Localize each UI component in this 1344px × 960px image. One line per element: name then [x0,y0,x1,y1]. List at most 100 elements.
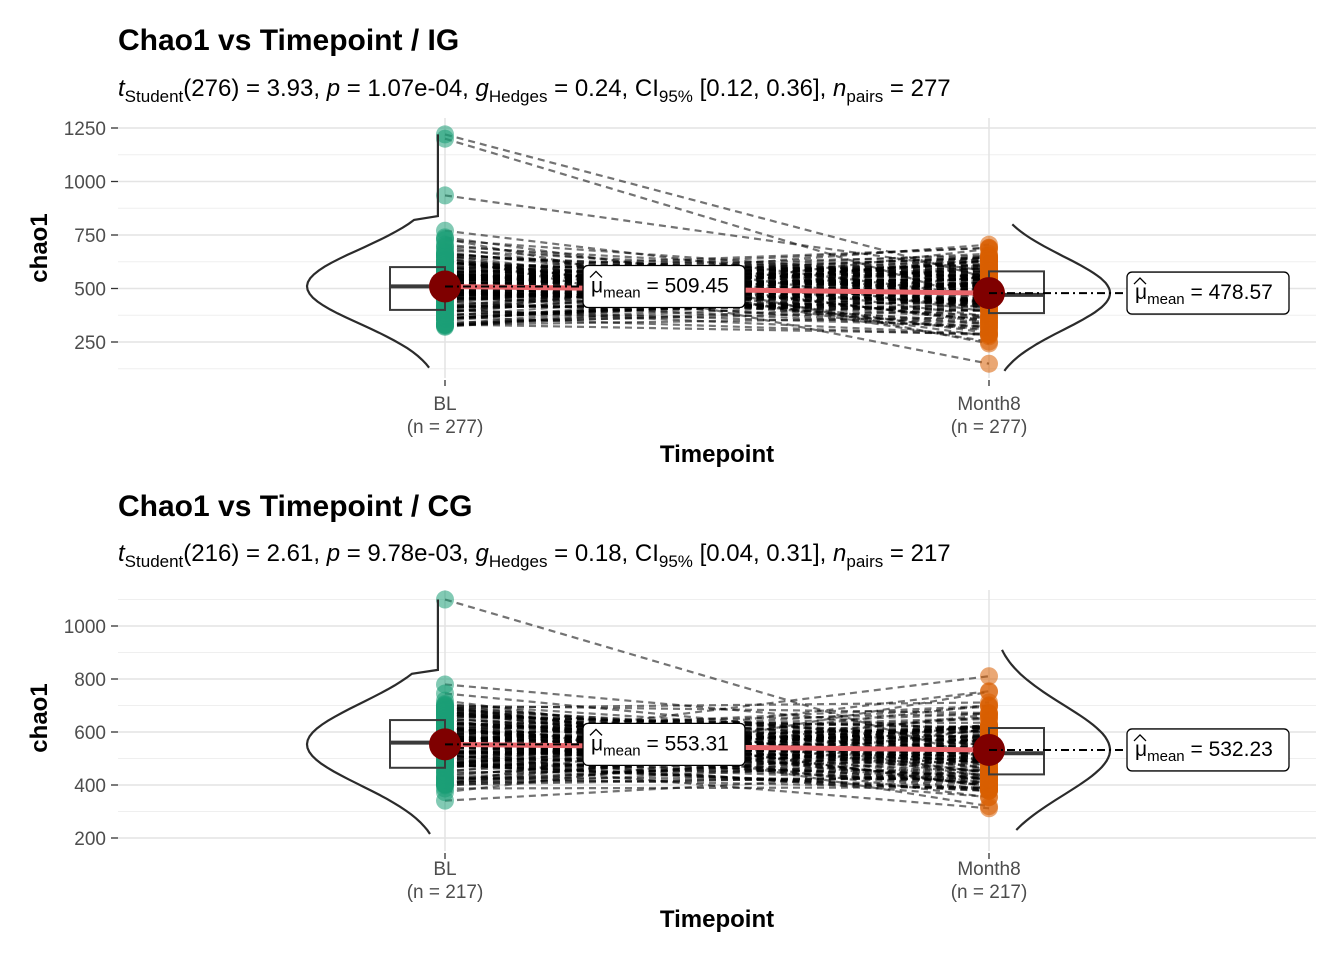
paired-line [444,706,990,770]
violin-month8 [1003,223,1112,372]
paired-line [444,705,990,778]
point-bl [436,231,454,250]
paired-line [444,260,990,338]
paired-line [444,699,990,775]
paired-line [444,730,990,754]
mean-label-box [582,722,746,767]
paired-line [444,249,990,279]
mean-label: μmean = 553.31 [591,732,729,759]
point-month8 [980,354,998,373]
y-axis-title: chao1 [26,683,53,752]
paired-line [444,710,990,774]
paired-line [444,717,990,752]
paired-line [444,721,990,729]
panel-cg: Chao1 vs Timepoint / CG tStudent(216) = … [26,490,1316,933]
point-bl [436,129,454,148]
paired-line [444,739,990,769]
paired-line [444,260,990,322]
paired-line [444,245,990,279]
paired-line [444,316,990,326]
paired-line [444,713,990,788]
paired-line [444,273,990,307]
y-tick-label: 800 [74,670,106,691]
paired-line [444,738,990,758]
paired-line [444,738,990,751]
paired-line [444,702,990,741]
points [436,125,998,373]
paired-line [444,723,990,786]
paired-line [444,755,990,762]
paired-line [444,281,990,289]
y-tick-label: 400 [74,776,106,797]
y-tick-label: 200 [74,829,106,850]
paired-line [444,299,990,316]
paired-line [444,316,990,337]
y-tick-label: 250 [74,333,106,354]
y-axis-title: chao1 [26,213,53,282]
point-bl [436,696,454,715]
paired-line [444,690,990,785]
paired-line [444,239,990,280]
paired-line [444,776,990,790]
paired-line [444,757,990,767]
paired-line [444,706,990,747]
paired-line [444,256,990,365]
paired-line [444,323,990,335]
chart-title: Chao1 vs Timepoint / IG [118,24,459,57]
paired-line [444,759,990,787]
mean-label: μmean = 478.57 [1135,281,1273,308]
paired-line [444,263,990,281]
x-tick-n-label: (n = 217) [951,882,1028,903]
paired-line [444,768,990,774]
paired-line [444,734,990,768]
paired-lines [444,598,990,810]
paired-line [444,269,990,332]
paired-line [444,283,990,329]
paired-line [444,726,990,799]
paired-line [444,293,990,320]
paired-line [444,236,990,313]
point-bl [436,590,454,609]
mean-label-box [1126,271,1290,315]
y-tick-label: 1250 [64,119,106,140]
point-bl [436,186,454,205]
paired-line [444,264,990,305]
y-tick-label: 1000 [64,173,106,194]
paired-line [444,728,990,742]
paired-line [444,133,990,280]
mu-hat [589,270,603,278]
paired-line [444,194,990,273]
paired-line [444,733,990,764]
y-tick-label: 750 [74,226,106,247]
paired-line [444,246,990,318]
paired-line [444,254,990,343]
x-axis-title: Timepoint [660,441,774,468]
paired-line [444,728,990,762]
paired-line [444,715,990,729]
point-bl [436,791,454,810]
violin-bl [305,599,439,835]
paired-line [444,262,990,281]
x-tick-label: Month8 [957,859,1020,880]
paired-line [444,264,990,290]
paired-line [444,302,990,327]
point-month8 [980,667,998,686]
paired-line [444,786,990,790]
mu-hat [589,728,603,736]
x-tick-label: Month8 [957,394,1020,415]
paired-line [444,716,990,761]
chart-title: Chao1 vs Timepoint / CG [118,490,473,523]
paired-line [444,726,990,773]
violin-bl [305,134,439,369]
mean-label: μmean = 532.23 [1135,738,1273,765]
point-month8 [980,788,998,807]
point-month8 [980,682,998,701]
mean-label-box [582,264,746,309]
x-axis-title: Timepoint [660,906,774,933]
x-tick-label: BL [433,859,456,880]
y-tick-label: 600 [74,723,106,744]
mean-label: μmean = 509.45 [591,274,729,301]
chart-subtitle: tStudent(276) = 3.93, p = 1.07e-04, gHed… [118,75,951,106]
